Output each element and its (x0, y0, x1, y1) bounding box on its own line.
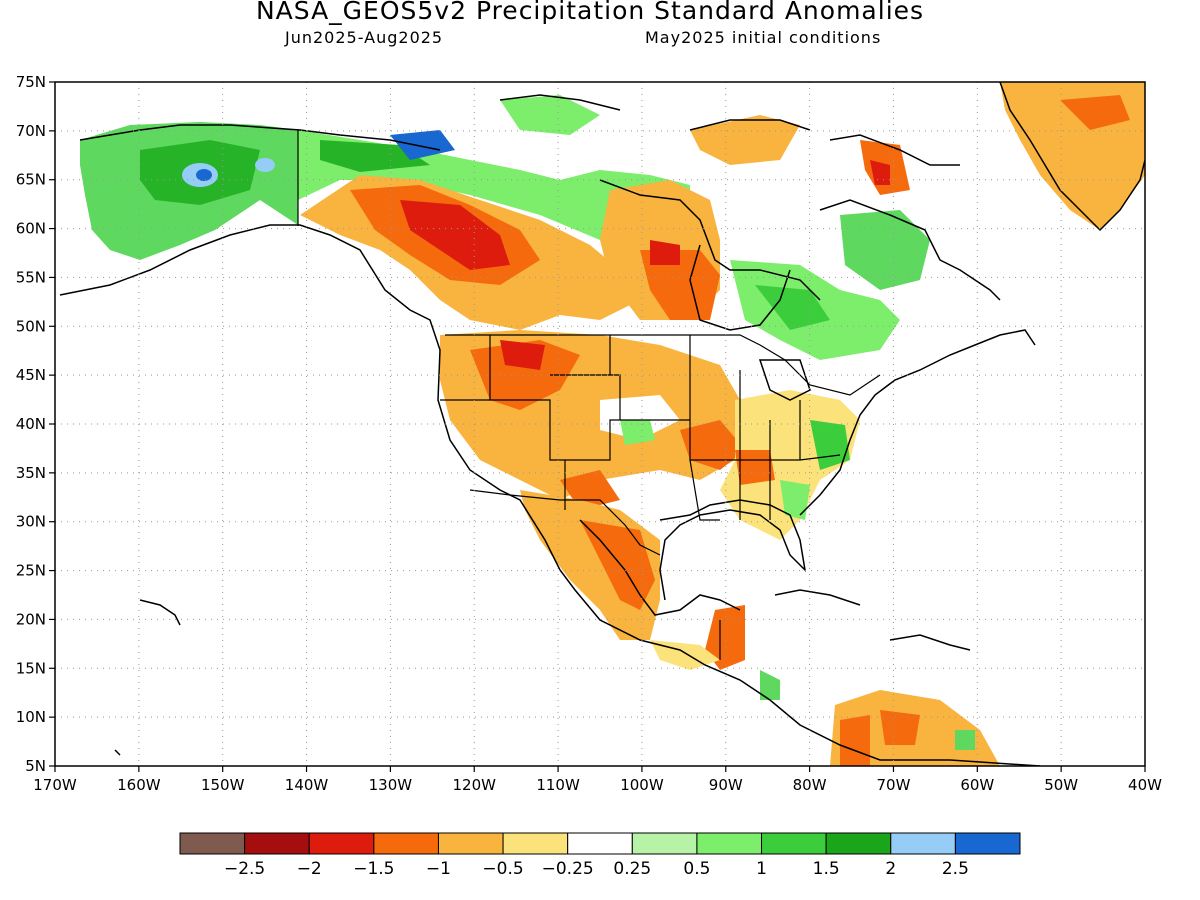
lon-tick-label: 160W (117, 776, 161, 794)
lon-tick-label: 90W (709, 776, 743, 794)
colorbar-swatch (825, 832, 892, 855)
colorbar-swatch (761, 832, 827, 855)
borders (297, 130, 881, 660)
lon-tick-label: 100W (620, 776, 664, 794)
colorbar-swatch (437, 832, 504, 855)
lat-tick-label: 45N (16, 366, 46, 384)
colorbar-swatch (373, 832, 439, 855)
forecast-period: Jun2025-Aug2025 (285, 28, 444, 47)
lon-tick-label: 150W (201, 776, 245, 794)
lon-tick-label: 110W (536, 776, 580, 794)
colorbar-swatch (890, 832, 956, 855)
colorbar-swatch (244, 832, 310, 855)
colorbar-label: −1.5 (353, 859, 394, 879)
map-area (55, 82, 1145, 766)
lat-tick-label: 50N (16, 317, 46, 335)
gridlines (55, 82, 1145, 766)
lat-tick-label: 65N (16, 171, 46, 189)
colorbar-label: −0.5 (482, 859, 523, 879)
colorbar-label: −2 (297, 859, 322, 879)
longitude-axis: 170W 160W 150W 140W 130W 120W 110W 100W 90W 80W 70… (33, 766, 1162, 794)
colorbar-swatch (567, 832, 633, 855)
lat-tick-label: 30N (16, 513, 46, 531)
latitude-axis: 5N 10N 15N 20N 25N 30N 35N 40N 45N 50N 55N 60N 65N 70… (16, 73, 55, 775)
colorbar-label: 1 (756, 859, 767, 879)
lon-tick-label: 170W (33, 776, 77, 794)
colorbar: −2.5 −2 −1.5 −1 −0.5 −0.25 0.25 0.5 1 1.5 2 2.5 (179, 832, 1021, 879)
colorbar-label: 1.5 (813, 859, 840, 879)
colorbar-swatch (308, 832, 375, 855)
lon-tick-label: 70W (877, 776, 911, 794)
colorbar-label: 0.5 (683, 859, 710, 879)
colorbar-label: 2 (885, 859, 896, 879)
lat-tick-label: 5N (25, 757, 46, 775)
lon-tick-label: 60W (960, 776, 994, 794)
lon-tick-label: 140W (285, 776, 329, 794)
colorbar-label: −2.5 (224, 859, 265, 879)
initial-conditions: May2025 initial conditions (645, 28, 882, 47)
lon-tick-label: 40W (1128, 776, 1162, 794)
lat-tick-label: 15N (16, 659, 46, 677)
colorbar-swatch (502, 832, 569, 855)
lon-tick-label: 130W (369, 776, 413, 794)
lat-tick-label: 60N (16, 220, 46, 238)
lat-tick-label: 40N (16, 415, 46, 433)
lat-tick-label: 70N (16, 122, 46, 140)
map-title: NASA_GEOS5v2 Precipitation Standard Anom… (255, 0, 925, 25)
colorbar-label: 2.5 (942, 859, 969, 879)
lat-tick-label: 10N (16, 708, 46, 726)
colorbar-swatch (631, 832, 698, 855)
colorbar-swatch (696, 832, 763, 855)
colorbar-swatch (179, 832, 246, 855)
colorbar-label: −0.25 (542, 859, 594, 879)
lon-tick-label: 120W (452, 776, 496, 794)
coastlines (59, 82, 1145, 766)
lat-tick-label: 35N (16, 464, 46, 482)
lat-tick-label: 75N (16, 73, 46, 91)
colorbar-swatch (954, 832, 1021, 855)
colorbar-label: 0.25 (613, 859, 651, 879)
anomaly-fields (80, 82, 1145, 766)
lat-tick-label: 55N (16, 268, 46, 286)
colorbar-label: −1 (426, 859, 451, 879)
lat-tick-label: 20N (16, 610, 46, 628)
lat-tick-label: 25N (16, 562, 46, 580)
lon-tick-label: 50W (1044, 776, 1078, 794)
lon-tick-label: 80W (793, 776, 827, 794)
